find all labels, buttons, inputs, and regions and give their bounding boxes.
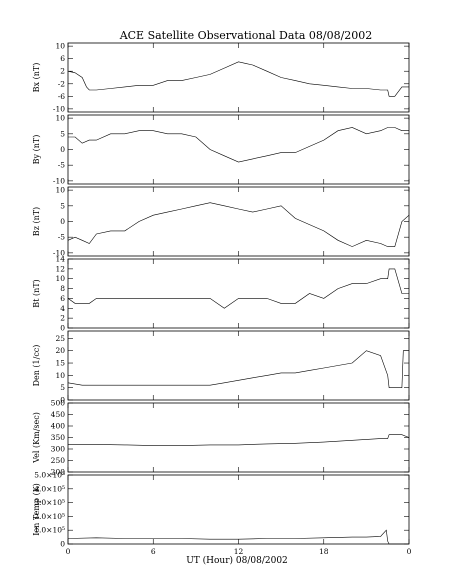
y-tick-label: 0	[60, 324, 65, 333]
y-tick-label: 15	[55, 359, 65, 368]
panel-5: 200 250 300 350 400 450 500 Vel (Km/sec)	[32, 399, 410, 477]
series-line-5-0	[68, 434, 410, 446]
y-tick-label: 250	[51, 456, 66, 465]
panel-1: -10 -5 0 5 10 By (nT)	[32, 114, 410, 185]
y-tick-label: 200	[51, 468, 66, 477]
y-tick-label: 5	[60, 383, 65, 392]
y-tick-label: 10	[55, 371, 65, 380]
y-tick-label: 4	[60, 304, 65, 313]
x-tick-label: 0	[407, 547, 412, 556]
y-tick-label: 6	[60, 54, 65, 63]
y-tick-label: 2	[60, 314, 65, 323]
y-tick-label: -5	[58, 161, 66, 170]
y-tick-label: 1.0×10⁵	[34, 526, 65, 535]
y-tick-label: 10	[55, 186, 65, 195]
y-tick-label: 10	[55, 42, 65, 51]
y-tick-label: 400	[51, 422, 66, 431]
panels: -10 -6 -2 2 6 10 Bx (nT) -10 -5 0 5 10 By (nT) -10 -5 0…	[32, 42, 410, 549]
x-tick-label: 18	[319, 547, 329, 556]
x-axis: 0 6 12 18 0	[66, 547, 412, 556]
y-axis-label: Vel (Km/sec)	[32, 412, 41, 464]
y-tick-label: 2	[60, 67, 65, 76]
y-tick-label: 350	[51, 433, 66, 442]
y-tick-label: -6	[58, 92, 66, 101]
y-tick-label: 5.0×10⁵	[34, 471, 65, 480]
y-tick-label: 25	[55, 334, 65, 343]
panel-frame	[67, 474, 410, 545]
y-tick-label: -10	[53, 176, 65, 185]
y-tick-label: 5	[60, 129, 65, 138]
y-tick-label: 300	[51, 445, 66, 454]
y-tick-label: 0	[60, 540, 65, 549]
y-tick-label: 20	[55, 346, 65, 355]
panel-frame	[67, 186, 410, 257]
y-tick-label: 4.0×10⁵	[34, 484, 65, 493]
y-axis-label: Bt (nT)	[32, 279, 41, 307]
x-tick-label: 12	[234, 547, 244, 556]
y-tick-label: -10	[53, 104, 65, 113]
panel-frame	[67, 402, 410, 473]
y-tick-label: 6	[60, 294, 65, 303]
y-tick-label: 450	[51, 410, 66, 419]
series-line-0-0	[67, 61, 409, 97]
y-tick-label: 3.0×10⁵	[34, 498, 65, 507]
y-axis-label: Bz (nT)	[32, 207, 41, 236]
y-tick-label: 10	[55, 274, 65, 283]
y-axis-label: Ion Temp (K)	[32, 483, 41, 536]
series-line-4-0	[67, 350, 409, 389]
panel-4: 0 5 10 15 20 25 Den (1/cc)	[32, 330, 410, 405]
panel-0: -10 -6 -2 2 6 10 Bx (nT)	[32, 42, 410, 113]
y-tick-label: 5	[60, 201, 65, 210]
y-axis-label: Bx (nT)	[32, 63, 41, 93]
panel-frame	[67, 114, 410, 185]
y-tick-label: 8	[60, 284, 65, 293]
y-tick-label: 500	[51, 399, 66, 408]
y-tick-label: 0	[60, 396, 65, 405]
y-tick-label: 0	[60, 145, 65, 154]
y-axis-label: Den (1/cc)	[32, 345, 41, 387]
series-line-3-0	[67, 268, 409, 309]
x-tick-label: 0	[66, 547, 71, 556]
y-tick-label: -10	[53, 248, 65, 257]
y-axis-label: By (nT)	[32, 135, 41, 165]
x-tick-label: 6	[151, 547, 156, 556]
x-axis-label: UT (Hour) 08/08/2002	[186, 555, 288, 566]
chart-title: ACE Satellite Observational Data 08/08/2…	[119, 29, 373, 42]
y-tick-label: -2	[58, 79, 66, 88]
y-tick-label: -5	[58, 233, 66, 242]
series-line-6-0	[67, 529, 409, 545]
y-tick-label: 14	[55, 255, 65, 264]
series-line-1-0	[68, 127, 409, 163]
series-line-2-0	[67, 202, 410, 247]
panel-6: 0 1.0×10⁵ 2.0×10⁵ 3.0×10⁵ 4.0×10⁵ 5.0×10⁵ Ion …	[32, 471, 410, 549]
y-tick-label: 2.0×10⁵	[34, 512, 65, 521]
panel-frame	[67, 258, 410, 329]
panel-2: -10 -5 0 5 10 Bz (nT)	[32, 186, 410, 257]
y-tick-label: 10	[55, 114, 65, 123]
y-tick-label: 12	[55, 264, 65, 273]
y-tick-label: 0	[60, 217, 65, 226]
panel-frame	[67, 42, 410, 113]
panel-frame	[67, 330, 410, 401]
